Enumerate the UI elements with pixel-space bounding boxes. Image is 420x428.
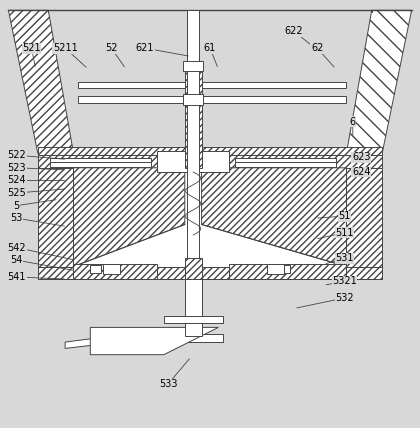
Polygon shape	[8, 10, 74, 153]
Polygon shape	[191, 96, 346, 103]
Bar	[235, 158, 336, 162]
Text: 524: 524	[8, 175, 26, 185]
Polygon shape	[78, 96, 187, 103]
Bar	[185, 61, 202, 168]
Text: 622: 622	[285, 26, 303, 36]
Polygon shape	[346, 168, 382, 279]
Text: 541: 541	[8, 272, 26, 282]
Polygon shape	[74, 265, 158, 279]
Text: 522: 522	[8, 150, 26, 160]
Text: 523: 523	[8, 163, 26, 173]
Text: 624: 624	[352, 167, 370, 177]
Polygon shape	[346, 10, 412, 153]
Text: 542: 542	[8, 243, 26, 253]
Polygon shape	[38, 147, 382, 155]
Text: 533: 533	[159, 379, 177, 389]
Bar	[38, 168, 382, 279]
Polygon shape	[38, 155, 158, 168]
Text: 61: 61	[204, 43, 216, 53]
Bar	[183, 94, 203, 105]
Bar	[279, 265, 290, 273]
Polygon shape	[202, 168, 346, 267]
Polygon shape	[229, 155, 382, 168]
Text: 62: 62	[311, 43, 323, 53]
Polygon shape	[126, 334, 223, 342]
Text: 5321: 5321	[332, 276, 357, 286]
Polygon shape	[191, 82, 346, 88]
Text: 621: 621	[136, 43, 154, 53]
Bar	[50, 162, 151, 166]
Polygon shape	[90, 327, 218, 355]
Bar	[50, 158, 151, 162]
Text: 53: 53	[10, 213, 23, 223]
Text: 532: 532	[335, 293, 354, 303]
Polygon shape	[187, 10, 200, 275]
Text: 52: 52	[105, 43, 118, 53]
Text: 6: 6	[350, 116, 356, 127]
Bar	[185, 258, 202, 279]
Bar	[164, 315, 223, 323]
Polygon shape	[229, 265, 346, 279]
Text: 54: 54	[10, 255, 23, 265]
Polygon shape	[38, 168, 74, 279]
Polygon shape	[38, 267, 382, 279]
Text: 511: 511	[335, 228, 354, 238]
Bar	[235, 162, 336, 166]
Text: 5: 5	[14, 201, 20, 211]
Bar	[183, 61, 203, 71]
Polygon shape	[78, 82, 187, 88]
Bar	[103, 265, 120, 273]
Polygon shape	[74, 168, 185, 267]
Bar	[185, 279, 202, 336]
Polygon shape	[38, 267, 382, 279]
Polygon shape	[65, 334, 130, 348]
Bar	[267, 265, 284, 273]
Text: 521: 521	[22, 43, 41, 53]
Text: 5211: 5211	[53, 43, 77, 53]
Bar	[90, 265, 101, 273]
Text: 525: 525	[8, 188, 26, 198]
Text: 51: 51	[338, 211, 351, 221]
Text: 623: 623	[352, 152, 370, 162]
Text: 531: 531	[335, 253, 354, 263]
Polygon shape	[158, 151, 229, 172]
